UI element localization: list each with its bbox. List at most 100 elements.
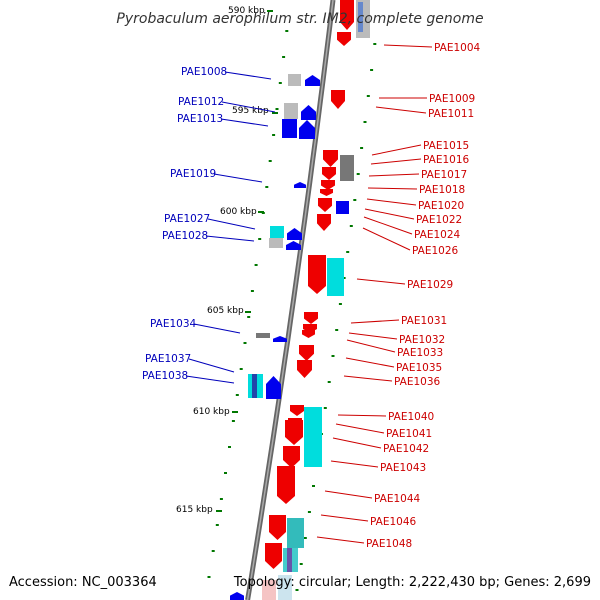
forward-feature-grey[interactable] [256, 333, 270, 338]
reverse-gene-arrow[interactable] [308, 255, 326, 294]
gene-label-forward[interactable]: PAE1013 [177, 113, 223, 125]
reverse-gene-arrow[interactable] [321, 180, 335, 190]
forward-gene-arrow[interactable] [299, 120, 315, 139]
gene-label-reverse[interactable]: PAE1026 [412, 245, 459, 257]
gene-label-reverse[interactable]: PAE1041 [386, 428, 432, 440]
leader-line [370, 158, 422, 165]
leader-line [332, 437, 382, 449]
reverse-feature-cyan[interactable] [304, 407, 322, 467]
reverse-gene-arrow[interactable] [277, 466, 295, 504]
gene-label-forward[interactable]: PAE1027 [164, 213, 210, 225]
forward-gene-arrow[interactable] [286, 241, 301, 250]
reverse-gene-arrow[interactable] [265, 543, 282, 569]
forward-gene-block[interactable] [282, 119, 297, 138]
tick-dot [346, 251, 350, 253]
forward-gene-arrow[interactable] [230, 592, 244, 600]
gene-label-reverse[interactable]: PAE1016 [423, 154, 470, 166]
tick-dot [356, 173, 360, 175]
gene-label-forward[interactable]: PAE1008 [181, 66, 227, 78]
leader-line [356, 278, 406, 285]
gene-label-reverse[interactable]: PAE1040 [388, 411, 434, 423]
gene-label-reverse[interactable]: PAE1036 [394, 376, 441, 388]
reverse-gene-arrow[interactable] [297, 360, 312, 378]
gene-label-reverse[interactable]: PAE1015 [423, 140, 469, 152]
leader-line [320, 514, 369, 522]
tick-dot [370, 69, 374, 71]
reverse-gene-arrow[interactable] [322, 167, 336, 180]
reverse-gene-arrow[interactable] [340, 0, 354, 30]
gene-label-reverse[interactable]: PAE1032 [399, 334, 445, 346]
reverse-feature-dark[interactable] [287, 548, 292, 572]
reverse-gene-arrow[interactable] [285, 420, 303, 445]
gene-label-reverse[interactable]: PAE1035 [396, 362, 442, 374]
tick-dot [349, 225, 353, 227]
genome-backbone[interactable] [245, 0, 336, 600]
reverse-gene-arrow[interactable] [318, 198, 332, 212]
reverse-gene-arrow[interactable] [304, 312, 318, 324]
backbone-line[interactable] [245, 0, 336, 600]
reverse-gene-arrow[interactable] [320, 189, 333, 196]
gene-label-forward[interactable]: PAE1034 [150, 318, 197, 330]
tick-dot [299, 563, 303, 565]
gene-label-reverse[interactable]: PAE1043 [380, 462, 426, 474]
tick-dot [278, 82, 282, 84]
gene-label-reverse[interactable]: PAE1011 [428, 108, 474, 120]
tick-dot [254, 264, 258, 266]
forward-feature-grey[interactable] [288, 74, 301, 86]
tick-dot [250, 290, 254, 292]
forward-feature-grey[interactable] [284, 103, 298, 119]
reverse-gene-arrow[interactable] [269, 515, 286, 540]
gene-label-forward[interactable]: PAE1012 [178, 96, 224, 108]
gene-label-reverse[interactable]: PAE1020 [418, 200, 464, 212]
leader-line [371, 144, 422, 156]
reverse-feature-cyan[interactable] [287, 518, 304, 548]
forward-gene-arrow[interactable] [305, 75, 320, 86]
gene-label-reverse[interactable]: PAE1046 [370, 516, 417, 528]
reverse-feature-blue[interactable] [336, 201, 349, 214]
gene-label-forward[interactable]: PAE1019 [170, 168, 216, 180]
gene-label-reverse[interactable]: PAE1048 [366, 538, 412, 550]
gene-label-reverse[interactable]: PAE1029 [407, 279, 453, 291]
tick-dot [307, 511, 311, 513]
gene-label-reverse[interactable]: PAE1024 [414, 229, 461, 241]
reverse-gene-arrow[interactable] [331, 90, 345, 109]
gene-label-reverse[interactable]: PAE1044 [374, 493, 421, 505]
gene-label-reverse[interactable]: PAE1017 [421, 169, 467, 181]
forward-feature-grey[interactable] [269, 238, 283, 248]
gene-label-reverse[interactable]: PAE1042 [383, 443, 429, 455]
gene-label-reverse[interactable]: PAE1033 [397, 347, 443, 359]
tick-dot [215, 524, 219, 526]
forward-gene-arrow[interactable] [287, 228, 302, 240]
tick-dot [366, 95, 370, 97]
gene-label-forward[interactable]: PAE1037 [145, 353, 191, 365]
backbone-highlight [246, 0, 334, 600]
reverse-gene-arrow[interactable] [337, 32, 351, 46]
forward-gene-arrow[interactable] [301, 105, 316, 120]
gene-label-reverse[interactable]: PAE1004 [434, 42, 481, 54]
forward-gene-arrow[interactable] [273, 336, 287, 342]
reverse-gene-arrow[interactable] [302, 330, 315, 338]
forward-gene-arrow[interactable] [266, 376, 281, 399]
tick-dot [228, 446, 231, 448]
reverse-gene-arrow[interactable] [299, 345, 314, 361]
reverse-feature-blue[interactable] [358, 2, 363, 32]
reverse-gene-arrow[interactable] [323, 150, 338, 167]
gene-label-reverse[interactable]: PAE1022 [416, 214, 462, 226]
reverse-feature-pale[interactable] [262, 580, 276, 600]
forward-feature-dark[interactable] [252, 374, 257, 398]
forward-feature-cyan[interactable] [270, 226, 284, 238]
gene-label-reverse[interactable]: PAE1009 [429, 93, 475, 105]
reverse-feature-grey[interactable] [340, 155, 354, 181]
kbp-tick [245, 311, 251, 313]
gene-label-reverse[interactable]: PAE1031 [401, 315, 447, 327]
reverse-gene-arrow[interactable] [283, 446, 300, 468]
gene-label-reverse[interactable]: PAE1018 [419, 184, 465, 196]
tick-dot [342, 277, 346, 279]
gene-label-forward[interactable]: PAE1028 [162, 230, 208, 242]
reverse-gene-arrow[interactable] [317, 214, 331, 231]
forward-gene-arrow[interactable] [294, 182, 306, 188]
gene-label-forward[interactable]: PAE1038 [142, 370, 188, 382]
reverse-feature-pale[interactable] [278, 575, 292, 600]
reverse-gene-arrow[interactable] [290, 405, 304, 416]
reverse-feature-cyan[interactable] [327, 258, 344, 296]
